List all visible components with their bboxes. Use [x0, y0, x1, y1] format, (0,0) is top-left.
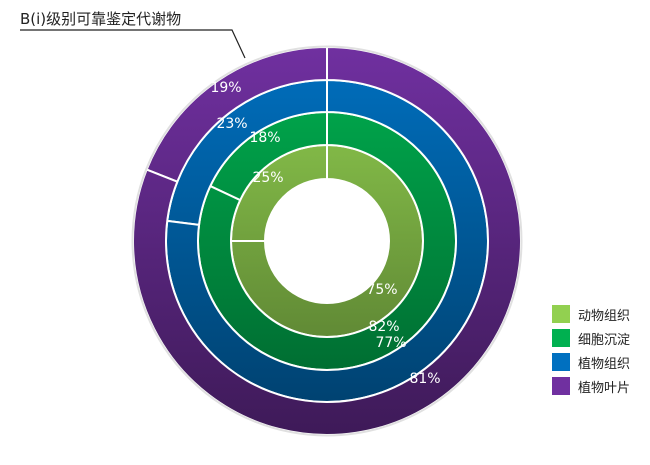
legend-item-植物组织: 植物组织	[552, 350, 630, 374]
pct-label-动物组织-1: 75%	[366, 282, 397, 298]
legend-item-植物叶片: 植物叶片	[552, 374, 630, 398]
legend-label: 植物组织	[578, 356, 631, 372]
pct-label-植物组织-1: 77%	[375, 335, 406, 351]
pct-label-植物组织-0: 23%	[216, 116, 247, 132]
pct-label-植物叶片-1: 81%	[409, 371, 440, 387]
legend-swatch	[552, 329, 570, 347]
chart-title: B(i)级别可靠鉴定代谢物	[20, 10, 182, 28]
legend-label: 动物组织	[578, 308, 631, 324]
title-leader-line	[20, 29, 246, 59]
legend-item-细胞沉淀: 细胞沉淀	[552, 326, 630, 350]
chart-rings: 25% 75% 18% 82% 23% 77% 19% 81%	[131, 45, 523, 437]
pct-label-动物组织-0: 25%	[252, 170, 283, 186]
legend-swatch	[552, 305, 570, 323]
legend-swatch	[552, 353, 570, 371]
pct-label-细胞沉淀-1: 82%	[368, 319, 399, 335]
pct-label-植物叶片-0: 19%	[210, 80, 241, 96]
legend-item-动物组织: 动物组织	[552, 302, 630, 326]
legend-label: 植物叶片	[578, 380, 631, 396]
legend-swatch	[552, 377, 570, 395]
pct-label-细胞沉淀-0: 18%	[249, 130, 280, 146]
outer-shadow	[131, 45, 523, 437]
legend: 动物组织细胞沉淀植物组织植物叶片	[552, 302, 630, 398]
legend-label: 细胞沉淀	[578, 332, 631, 348]
slice-植物叶片-1	[132, 45, 522, 436]
